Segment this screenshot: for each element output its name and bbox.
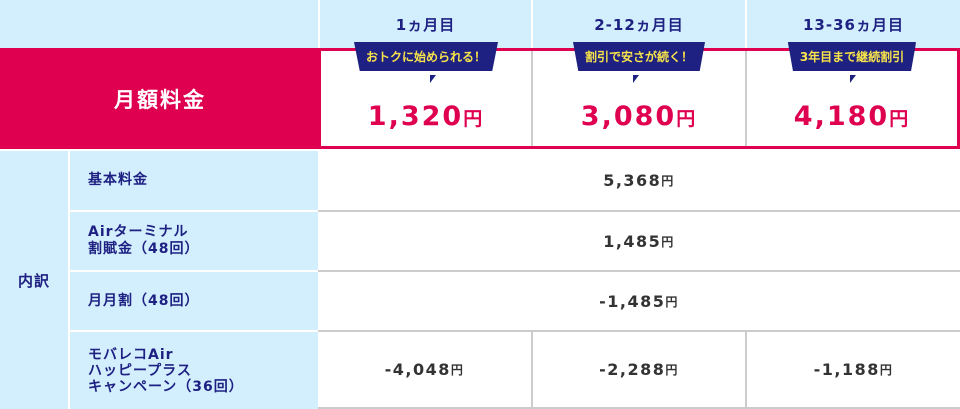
monthly-fee-label: 月額料金 — [0, 48, 320, 149]
value-campaign-month-13-36: -1,188 円 — [813, 360, 894, 379]
value-monthly-discount: -1,485 円 — [599, 291, 679, 311]
value-campaign-month-2-12: -2,288 円 — [599, 360, 679, 379]
promo-badge: おトクに始められる！ — [353, 42, 499, 71]
price-cell-month-1: おトクに始められる！ 1,320円 — [321, 42, 531, 146]
row-label-basic-fee: 基本料金 — [70, 151, 318, 210]
value-terminal-installment: 1,485 円 — [603, 231, 675, 251]
value-campaign-month-1: -4,048 円 — [384, 360, 465, 379]
promo-badge: 割引で安さが続く！ — [572, 42, 706, 71]
price: 1,320円 — [367, 100, 485, 132]
header-corner — [0, 0, 318, 48]
price: 4,180円 — [793, 100, 911, 132]
column-header-month-2-12: 2-12ヵ月目 — [533, 0, 745, 48]
price-cell-month-13-36: 3年目まで継続割引 4,180円 — [747, 42, 957, 146]
price: 3,080円 — [580, 100, 698, 132]
row-label-happy-plus-campaign: モバレコAir ハッピープラス キャンペーン（36回） — [70, 332, 318, 409]
column-header-month-1: 1ヵ月目 — [320, 0, 531, 48]
column-header-month-13-36: 13-36ヵ月目 — [747, 0, 960, 48]
value-basic-fee: 5,368 円 — [603, 171, 675, 190]
breakdown-label: 内訳 — [0, 151, 68, 409]
promo-badge: 3年目まで継続割引 — [787, 42, 917, 71]
row-label-terminal-installment: Airターミナル 割賦金（48回） — [70, 212, 318, 270]
price-cell-month-2-12: 割引で安さが続く！ 3,080円 — [533, 42, 745, 146]
row-label-monthly-discount: 月月割（48回） — [70, 272, 318, 330]
